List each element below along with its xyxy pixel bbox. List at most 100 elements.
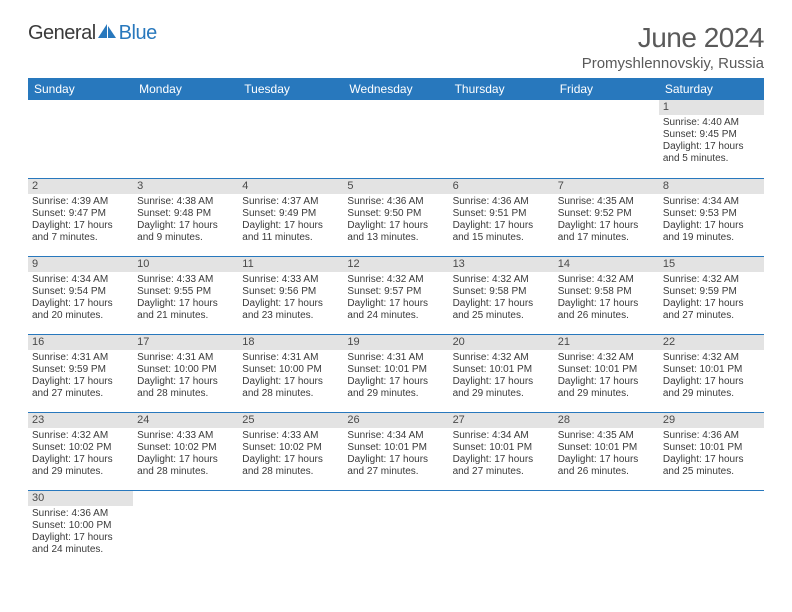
day-details: Sunrise: 4:32 AMSunset: 9:58 PMDaylight:… [449,272,554,324]
daylight-text-1: Daylight: 17 hours [453,454,550,466]
daylight-text-2: and 27 minutes. [347,466,444,478]
day-details: Sunrise: 4:36 AMSunset: 9:50 PMDaylight:… [343,194,448,246]
calendar-cell [554,100,659,178]
sunset-text: Sunset: 9:55 PM [137,286,234,298]
daylight-text-2: and 28 minutes. [242,388,339,400]
weekday-header: Monday [133,78,238,100]
sunrise-text: Sunrise: 4:32 AM [453,352,550,364]
sunrise-text: Sunrise: 4:33 AM [242,274,339,286]
daylight-text-2: and 29 minutes. [347,388,444,400]
day-details: Sunrise: 4:31 AMSunset: 10:01 PMDaylight… [343,350,448,402]
day-details: Sunrise: 4:34 AMSunset: 10:01 PMDaylight… [343,428,448,480]
day-number: 16 [28,335,133,350]
day-number: 1 [659,100,764,115]
calendar-row: 2Sunrise: 4:39 AMSunset: 9:47 PMDaylight… [28,178,764,256]
title-block: June 2024 Promyshlennovskiy, Russia [582,22,764,72]
day-number: 23 [28,413,133,428]
daylight-text-2: and 20 minutes. [32,310,129,322]
day-number: 3 [133,179,238,194]
daylight-text-1: Daylight: 17 hours [32,532,129,544]
day-details: Sunrise: 4:33 AMSunset: 10:02 PMDaylight… [133,428,238,480]
daylight-text-1: Daylight: 17 hours [558,454,655,466]
day-details: Sunrise: 4:33 AMSunset: 10:02 PMDaylight… [238,428,343,480]
calendar-cell: 17Sunrise: 4:31 AMSunset: 10:00 PMDaylig… [133,334,238,412]
sunset-text: Sunset: 9:59 PM [663,286,760,298]
daylight-text-2: and 19 minutes. [663,232,760,244]
daylight-text-2: and 28 minutes. [242,466,339,478]
day-number: 24 [133,413,238,428]
daylight-text-1: Daylight: 17 hours [242,454,339,466]
day-details: Sunrise: 4:39 AMSunset: 9:47 PMDaylight:… [28,194,133,246]
day-number: 6 [449,179,554,194]
daylight-text-2: and 29 minutes. [453,388,550,400]
logo: GeneralBlue [28,22,157,45]
daylight-text-1: Daylight: 17 hours [453,220,550,232]
sunrise-text: Sunrise: 4:31 AM [32,352,129,364]
calendar-cell: 25Sunrise: 4:33 AMSunset: 10:02 PMDaylig… [238,412,343,490]
sunset-text: Sunset: 9:58 PM [453,286,550,298]
calendar-cell: 5Sunrise: 4:36 AMSunset: 9:50 PMDaylight… [343,178,448,256]
day-number: 30 [28,491,133,506]
calendar-cell: 4Sunrise: 4:37 AMSunset: 9:49 PMDaylight… [238,178,343,256]
day-details: Sunrise: 4:31 AMSunset: 9:59 PMDaylight:… [28,350,133,402]
calendar-row: 23Sunrise: 4:32 AMSunset: 10:02 PMDaylig… [28,412,764,490]
sunrise-text: Sunrise: 4:34 AM [347,430,444,442]
daylight-text-2: and 29 minutes. [558,388,655,400]
day-details: Sunrise: 4:36 AMSunset: 10:00 PMDaylight… [28,506,133,558]
sunrise-text: Sunrise: 4:32 AM [32,430,129,442]
day-number: 14 [554,257,659,272]
day-number: 8 [659,179,764,194]
sunrise-text: Sunrise: 4:32 AM [347,274,444,286]
daylight-text-2: and 23 minutes. [242,310,339,322]
sunset-text: Sunset: 10:01 PM [347,442,444,454]
day-number: 19 [343,335,448,350]
sunrise-text: Sunrise: 4:32 AM [558,352,655,364]
month-title: June 2024 [582,22,764,54]
daylight-text-2: and 26 minutes. [558,466,655,478]
day-details: Sunrise: 4:38 AMSunset: 9:48 PMDaylight:… [133,194,238,246]
calendar-cell [133,490,238,568]
daylight-text-1: Daylight: 17 hours [558,376,655,388]
calendar-cell: 10Sunrise: 4:33 AMSunset: 9:55 PMDayligh… [133,256,238,334]
calendar-cell: 1Sunrise: 4:40 AMSunset: 9:45 PMDaylight… [659,100,764,178]
sunrise-text: Sunrise: 4:36 AM [453,196,550,208]
calendar-cell: 8Sunrise: 4:34 AMSunset: 9:53 PMDaylight… [659,178,764,256]
sunset-text: Sunset: 10:01 PM [663,364,760,376]
day-details: Sunrise: 4:34 AMSunset: 10:01 PMDaylight… [449,428,554,480]
daylight-text-2: and 7 minutes. [32,232,129,244]
sunset-text: Sunset: 10:00 PM [242,364,339,376]
day-details: Sunrise: 4:32 AMSunset: 10:02 PMDaylight… [28,428,133,480]
sunset-text: Sunset: 9:49 PM [242,208,339,220]
calendar-cell [343,100,448,178]
daylight-text-1: Daylight: 17 hours [663,220,760,232]
calendar-cell [238,100,343,178]
calendar-cell: 29Sunrise: 4:36 AMSunset: 10:01 PMDaylig… [659,412,764,490]
day-number: 26 [343,413,448,428]
daylight-text-2: and 27 minutes. [453,466,550,478]
sunset-text: Sunset: 10:02 PM [137,442,234,454]
logo-sail-icon [98,22,118,45]
calendar-cell [449,490,554,568]
calendar-cell: 24Sunrise: 4:33 AMSunset: 10:02 PMDaylig… [133,412,238,490]
day-details: Sunrise: 4:33 AMSunset: 9:56 PMDaylight:… [238,272,343,324]
day-number: 21 [554,335,659,350]
daylight-text-1: Daylight: 17 hours [137,454,234,466]
calendar-cell: 18Sunrise: 4:31 AMSunset: 10:00 PMDaylig… [238,334,343,412]
daylight-text-1: Daylight: 17 hours [32,298,129,310]
day-number: 11 [238,257,343,272]
sunrise-text: Sunrise: 4:31 AM [242,352,339,364]
sunset-text: Sunset: 10:00 PM [32,520,129,532]
daylight-text-2: and 17 minutes. [558,232,655,244]
calendar-table: SundayMondayTuesdayWednesdayThursdayFrid… [28,78,764,568]
daylight-text-2: and 9 minutes. [137,232,234,244]
daylight-text-1: Daylight: 17 hours [137,376,234,388]
day-number: 7 [554,179,659,194]
day-details: Sunrise: 4:32 AMSunset: 9:58 PMDaylight:… [554,272,659,324]
daylight-text-2: and 25 minutes. [453,310,550,322]
day-number: 15 [659,257,764,272]
calendar-cell [343,490,448,568]
daylight-text-1: Daylight: 17 hours [663,141,760,153]
sunset-text: Sunset: 9:51 PM [453,208,550,220]
day-details: Sunrise: 4:32 AMSunset: 9:57 PMDaylight:… [343,272,448,324]
calendar-cell: 11Sunrise: 4:33 AMSunset: 9:56 PMDayligh… [238,256,343,334]
